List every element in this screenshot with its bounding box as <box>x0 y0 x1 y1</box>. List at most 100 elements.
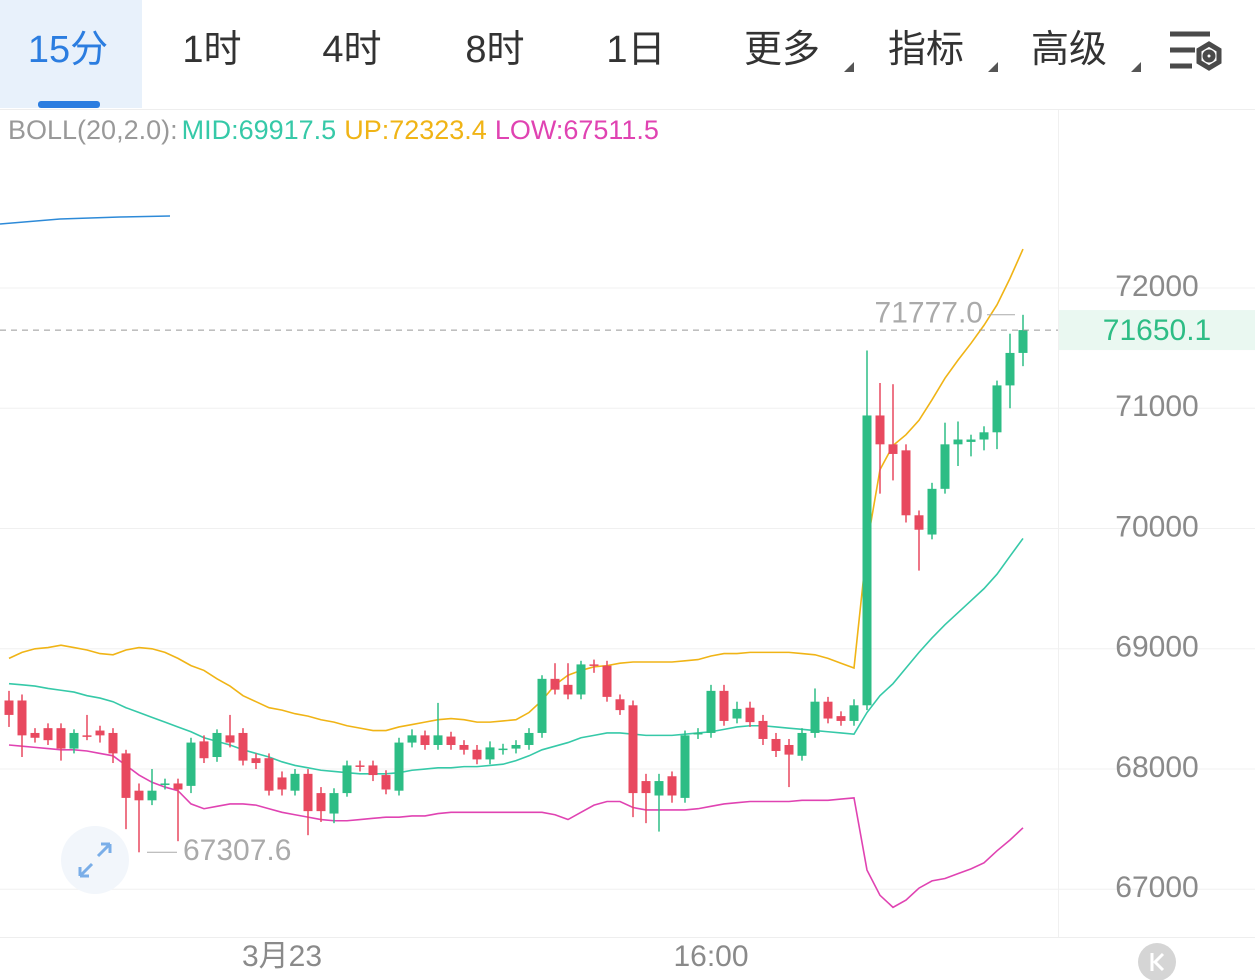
candle-body <box>680 735 690 798</box>
expand-button[interactable] <box>61 826 129 894</box>
candle-body <box>238 732 248 761</box>
candle-body <box>537 678 547 733</box>
scroll-icon <box>1150 952 1165 972</box>
candle-body <box>342 765 352 794</box>
candle-body <box>576 664 586 695</box>
dropdown-caret <box>1131 62 1141 72</box>
candle-body <box>17 700 27 736</box>
candle-body <box>862 415 872 706</box>
y-tick-label: 71000 <box>1115 390 1198 423</box>
candle-body <box>134 790 144 801</box>
candle-body <box>654 781 664 796</box>
tab[interactable]: 更多 <box>744 29 820 71</box>
candle-body <box>745 707 755 723</box>
candle-body <box>43 728 53 741</box>
candle-body <box>147 790 157 801</box>
candle-body <box>628 705 638 794</box>
candle-body <box>212 732 222 758</box>
candle-body <box>121 753 131 798</box>
tab[interactable]: 8时 <box>465 29 524 71</box>
candle-body <box>706 690 716 733</box>
y-tick-label: 69000 <box>1115 631 1198 664</box>
candle-body <box>329 793 339 814</box>
candle-body <box>511 744 521 749</box>
candle-body <box>264 758 274 791</box>
legend-value: 67511.5 <box>563 115 659 145</box>
candle-body <box>381 775 391 790</box>
candle-body <box>316 793 326 812</box>
dropdown-caret <box>844 62 854 72</box>
candle-body <box>225 735 235 743</box>
candle-body <box>95 730 105 736</box>
candle-body <box>615 699 625 711</box>
candle-body <box>849 705 859 721</box>
legend-value: 72323.4 <box>389 115 487 145</box>
active-tab-indicator <box>38 101 100 108</box>
candle-body <box>56 728 66 749</box>
y-tick-label: 67000 <box>1115 871 1198 904</box>
y-tick-label: 70000 <box>1115 510 1198 543</box>
candle-body <box>914 515 924 530</box>
tab[interactable]: 指标 <box>888 29 964 71</box>
candle-body <box>173 783 183 790</box>
boll-name: BOLL(20,2.0): <box>8 115 178 145</box>
candle-body <box>940 444 950 489</box>
candle-body <box>927 488 937 535</box>
candle-body <box>69 732 79 749</box>
candle-body <box>550 678 560 690</box>
annotation-label: 67307.6 <box>183 834 291 867</box>
candle-body <box>186 742 196 786</box>
candle-body <box>407 735 417 743</box>
boll-legend: BOLL(20,2.0): MID:69917.5 UP:72323.4 LOW:67… <box>8 115 659 145</box>
tab[interactable]: 1日 <box>606 29 665 71</box>
candle-body <box>160 783 170 785</box>
candle-body <box>277 777 287 790</box>
candle-body <box>823 701 833 719</box>
candle-body <box>953 439 963 445</box>
candle-body <box>966 439 976 442</box>
tab[interactable]: 15分 <box>28 29 108 71</box>
candle-body <box>979 432 989 440</box>
candle-body <box>472 749 482 760</box>
candle-body <box>901 450 911 516</box>
candle-body <box>394 742 404 791</box>
legend-name: MID: <box>182 115 239 145</box>
settings-icon[interactable] <box>1170 31 1222 71</box>
legend-value: 69917.5 <box>239 115 337 145</box>
candle-body <box>836 716 846 721</box>
candle-body <box>875 415 885 445</box>
candle-body <box>433 735 443 745</box>
candle-body <box>1005 352 1015 386</box>
candle-body <box>641 781 651 794</box>
candle-body <box>524 732 534 745</box>
candle-body <box>420 735 430 745</box>
candle-body <box>797 732 807 756</box>
candle-body <box>485 747 495 760</box>
candle-body <box>199 741 209 759</box>
candle-body <box>719 690 729 721</box>
candle-body <box>459 744 469 750</box>
candle-body <box>563 684 573 695</box>
candle-body <box>108 732 118 754</box>
x-tick-label: 3月23 <box>242 940 322 973</box>
boll-line <box>8 537 1024 775</box>
candle-body <box>667 776 677 796</box>
extra-line <box>0 215 171 225</box>
tab[interactable]: 高级 <box>1031 29 1107 71</box>
candle-body <box>888 444 898 454</box>
candle-body <box>446 736 456 745</box>
candle-body <box>355 765 365 767</box>
y-tick-label: 68000 <box>1115 751 1198 784</box>
candle-body <box>771 738 781 751</box>
candle-body <box>758 720 768 739</box>
candle-body <box>303 773 313 812</box>
candle-body <box>992 385 1002 433</box>
legend-name: LOW: <box>495 115 564 145</box>
y-tick-label: 72000 <box>1115 270 1198 303</box>
tab[interactable]: 1时 <box>182 29 241 71</box>
candle-body <box>693 732 703 735</box>
tab[interactable]: 4时 <box>322 29 381 71</box>
candle-body <box>82 735 92 737</box>
